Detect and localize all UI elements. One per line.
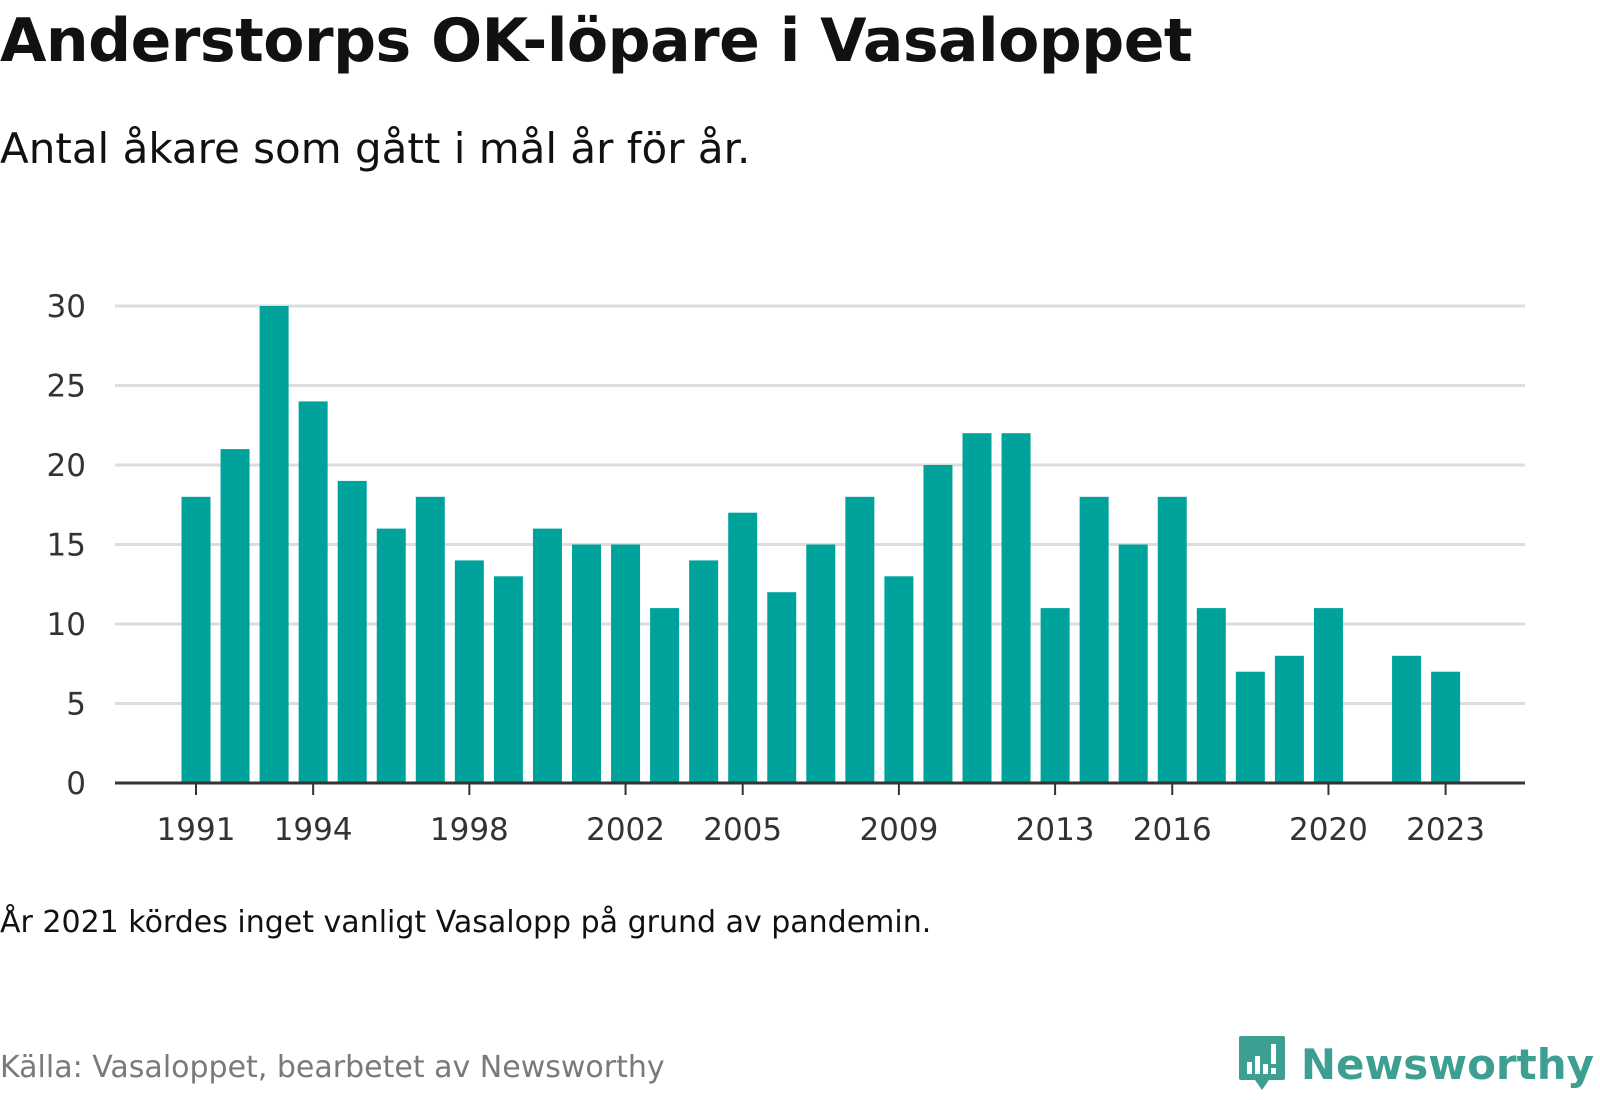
chart-subtitle: Antal åkare som gått i mål år för år. xyxy=(0,124,751,173)
bar-2020 xyxy=(1313,608,1343,783)
y-axis-labels: 0 5 10 15 20 25 30 xyxy=(47,289,86,802)
y-tick-label-5: 5 xyxy=(66,687,86,723)
newsworthy-logo-icon xyxy=(1238,1036,1285,1090)
bars xyxy=(181,306,1461,783)
bar-2003 xyxy=(650,608,680,783)
y-tick-label-30: 30 xyxy=(47,289,86,325)
bar-2023 xyxy=(1431,671,1461,783)
bar-2004 xyxy=(689,560,719,783)
bar-2015 xyxy=(1118,544,1148,783)
x-axis xyxy=(115,781,1525,795)
bar-2016 xyxy=(1157,496,1187,783)
x-tick-label-2016: 2016 xyxy=(1133,812,1212,848)
chart-note: År 2021 kördes inget vanligt Vasalopp på… xyxy=(0,905,932,940)
bar-1999 xyxy=(493,576,523,783)
y-tick-label-10: 10 xyxy=(47,607,86,643)
bar-1991 xyxy=(181,496,211,783)
bar-chart: 0 5 10 15 20 25 30 1991 1994 1998 2002 2005 2009 201… xyxy=(47,289,1525,848)
bar-2007 xyxy=(806,544,836,783)
bar-2019 xyxy=(1274,655,1304,783)
bar-2008 xyxy=(845,496,875,783)
bar-2009 xyxy=(884,576,914,783)
bar-2018 xyxy=(1235,671,1265,783)
x-axis-labels: 1991 1994 1998 2002 2005 2009 2013 2016 2020 2023 xyxy=(157,812,1486,848)
x-tick-label-2005: 2005 xyxy=(703,812,782,848)
y-tick-label-20: 20 xyxy=(47,448,86,484)
bar-1996 xyxy=(376,528,406,783)
bar-2002 xyxy=(611,544,641,783)
x-tick-label-1991: 1991 xyxy=(157,812,236,848)
chart-title: Anderstorps OK-löpare i Vasaloppet xyxy=(0,6,1193,76)
x-tick-label-1998: 1998 xyxy=(430,812,509,848)
source-text: Källa: Vasaloppet, bearbetet av Newswort… xyxy=(0,1050,665,1085)
x-tick-label-2023: 2023 xyxy=(1406,812,1485,848)
x-tick-label-2013: 2013 xyxy=(1016,812,1095,848)
bar-2001 xyxy=(572,544,601,783)
y-tick-label-0: 0 xyxy=(66,766,86,802)
bar-2017 xyxy=(1196,608,1226,783)
bar-2014 xyxy=(1079,496,1109,783)
y-tick-label-25: 25 xyxy=(47,369,86,405)
x-tick-label-2002: 2002 xyxy=(586,812,665,848)
y-tick-label-15: 15 xyxy=(47,528,86,564)
bar-2010 xyxy=(923,465,953,783)
bar-2013 xyxy=(1040,608,1070,783)
x-tick-label-1994: 1994 xyxy=(274,812,353,848)
bar-2006 xyxy=(767,592,797,783)
x-tick-label-2009: 2009 xyxy=(859,812,938,848)
bar-1995 xyxy=(337,480,367,783)
bar-1992 xyxy=(220,449,250,783)
bar-2012 xyxy=(1001,433,1031,783)
bar-2022 xyxy=(1392,655,1422,783)
x-tick-label-2020: 2020 xyxy=(1289,812,1368,848)
bar-1997 xyxy=(415,496,445,783)
brand-name: Newsworthy xyxy=(1300,1039,1594,1089)
bar-1993 xyxy=(259,306,289,783)
bar-2005 xyxy=(728,512,758,783)
bar-2011 xyxy=(962,433,992,783)
newsworthy-logo: Newsworthy xyxy=(1237,1034,1594,1094)
bar-2000 xyxy=(532,528,562,783)
bar-1998 xyxy=(454,560,484,783)
bar-1994 xyxy=(298,401,328,783)
